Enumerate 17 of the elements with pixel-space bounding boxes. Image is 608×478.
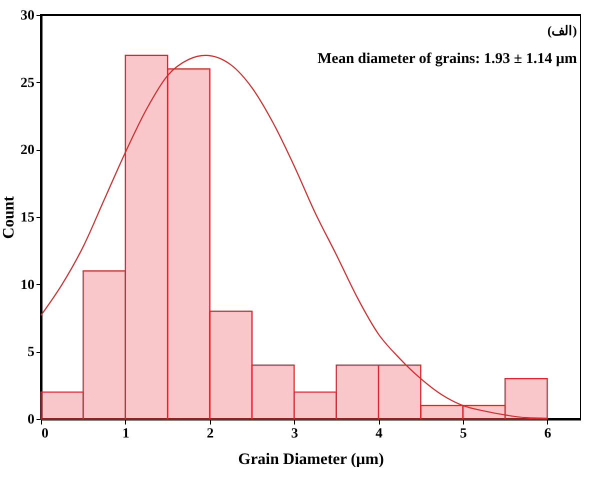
- y-axis-title: Count: [0, 195, 18, 239]
- x-tick-label: 5: [460, 426, 467, 442]
- x-tick-label: 4: [376, 426, 382, 442]
- x-tick-label: 3: [291, 426, 298, 442]
- y-tick-label: 10: [20, 278, 34, 293]
- x-tick-label: 0: [42, 426, 48, 442]
- annotation: Mean diameter of grains: 1.93 ± 1.14 µm: [318, 51, 578, 67]
- x-tick-label: 6: [544, 426, 552, 442]
- y-tick-label: 20: [20, 143, 34, 158]
- x-tick-label: 2: [206, 426, 214, 442]
- x-tick-label: 1: [122, 426, 130, 442]
- y-tick-label: 5: [28, 345, 34, 360]
- y-tick-label: 25: [20, 76, 34, 91]
- y-tick-label: 30: [20, 8, 34, 24]
- y-tick-label: 15: [20, 210, 34, 226]
- y-tick-label: 0: [28, 412, 34, 428]
- annotation: (الف): [547, 23, 577, 38]
